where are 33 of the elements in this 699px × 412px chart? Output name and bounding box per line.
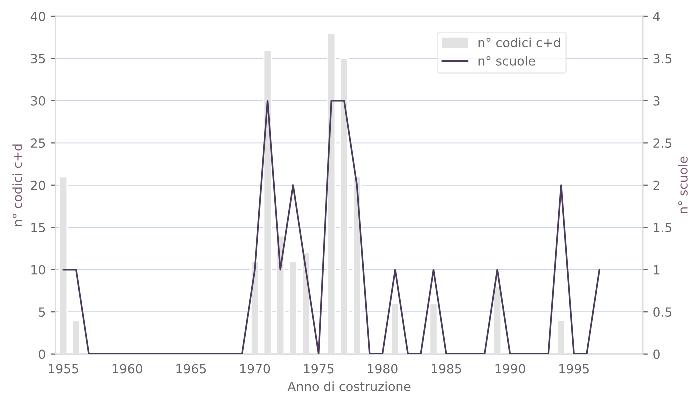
y2-tick-label: 0.5 xyxy=(654,308,672,318)
y-tick-label: 10 xyxy=(32,265,46,275)
y2-tick-label: 2 xyxy=(654,180,660,190)
y2-tick-label: 0 xyxy=(654,350,660,360)
y-tick-label: 15 xyxy=(32,223,46,233)
y-axis-title: n° codici c+d xyxy=(12,144,22,226)
y2-axis-title: n° scuole xyxy=(678,156,688,214)
y2-tick-label: 3 xyxy=(654,96,660,106)
y-tick-label: 20 xyxy=(31,180,46,190)
legend-label: n° scuole xyxy=(478,56,536,66)
x-tick-label: 1970 xyxy=(240,364,270,374)
y2-tick-label: 4 xyxy=(653,12,660,22)
y2-tick-label: 2.5 xyxy=(654,138,672,148)
y2-tick-label: 1.5 xyxy=(654,223,672,233)
y-tick-label: 5 xyxy=(39,308,46,318)
y-tick-label: 30 xyxy=(31,96,46,106)
legend-label: n° codici c+d xyxy=(478,38,560,48)
x-tick-label: 1995 xyxy=(560,364,589,374)
y2-tick-label: 3.5 xyxy=(654,54,672,64)
y-tick-label: 40 xyxy=(30,12,46,22)
x-tick-label: 1980 xyxy=(368,364,398,374)
x-tick-label: 1990 xyxy=(496,364,526,374)
x-tick-label: 1985 xyxy=(432,364,462,374)
y-tick-label: 35 xyxy=(31,54,46,64)
x-tick-label: 1965 xyxy=(176,364,206,374)
x-tick-label: 1955 xyxy=(49,364,78,374)
y-tick-label: 0 xyxy=(39,350,46,360)
y-tick-label: 25 xyxy=(31,138,46,148)
x-tick-label: 1960 xyxy=(112,364,142,374)
x-tick-label: 1975 xyxy=(304,364,334,374)
y2-tick-label: 1 xyxy=(654,265,660,275)
line-series xyxy=(62,100,601,354)
x-axis-title: Anno di costruzione xyxy=(288,382,411,392)
